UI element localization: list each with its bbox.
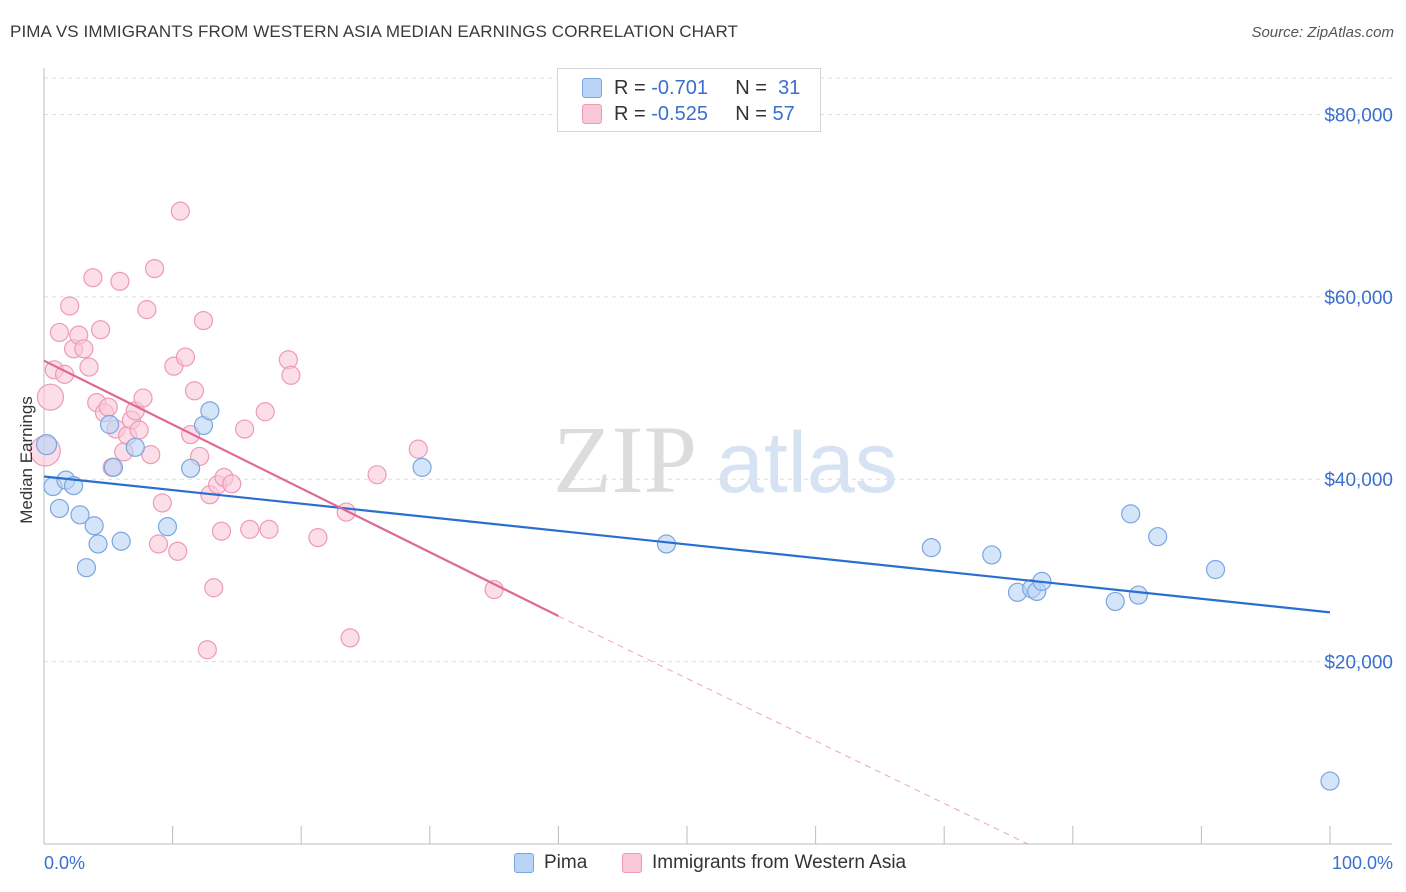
- legend-r-label: R =: [614, 102, 646, 125]
- legend-swatch-immigrants: [622, 853, 642, 873]
- point-immigrants: [133, 388, 153, 408]
- point-immigrants: [281, 365, 301, 385]
- point-immigrants: [197, 640, 217, 660]
- legend-r-label: R =: [614, 76, 646, 99]
- y-tick-label: $80,000: [1324, 105, 1393, 126]
- point-immigrants: [170, 201, 190, 221]
- point-immigrants: [60, 296, 80, 316]
- legend-swatch-pima: [582, 78, 602, 98]
- legend-item-immigrants: Immigrants from Western Asia: [622, 852, 906, 874]
- point-pima: [181, 458, 201, 478]
- source-label: Source: ZipAtlas.com: [1251, 24, 1394, 41]
- label-layer: $20,000 $40,000 $60,000 $80,000 0.0% 100.0% Me…: [17, 105, 1393, 873]
- point-pima: [1105, 591, 1125, 612]
- y-tick-label: $20,000: [1324, 653, 1393, 674]
- series-immigrants-points: [29, 201, 504, 660]
- watermark: ZIP atlas: [553, 406, 898, 513]
- point-immigrants: [98, 397, 118, 417]
- trend-layer: [43, 359, 1331, 845]
- trend-line-immigrants-extension: [558, 615, 1029, 845]
- legend-label-immigrants: Immigrants from Western Asia: [652, 852, 907, 873]
- point-pima: [35, 433, 58, 456]
- legend-swatch-pima: [514, 853, 534, 873]
- point-immigrants: [184, 381, 205, 401]
- point-immigrants: [141, 445, 161, 465]
- chart-title: PIMA VS IMMIGRANTS FROM WESTERN ASIA MED…: [10, 22, 739, 41]
- point-immigrants: [240, 519, 260, 539]
- x-tick-label-max: 100.0%: [1332, 853, 1393, 873]
- legend-n-value-pima: 31: [778, 76, 801, 99]
- point-pima: [1205, 559, 1226, 580]
- point-immigrants: [408, 439, 428, 459]
- point-immigrants: [90, 320, 111, 340]
- legend-n-label: N =: [735, 76, 767, 99]
- point-pima: [84, 516, 104, 536]
- point-immigrants: [144, 258, 165, 279]
- point-pima: [70, 505, 90, 525]
- point-pima: [1128, 585, 1148, 605]
- point-immigrants: [152, 493, 172, 513]
- legend-row-immigrants: R = -0.525 N = 57: [582, 102, 795, 126]
- y-tick-label: $40,000: [1324, 470, 1393, 491]
- point-pima: [99, 414, 120, 435]
- point-immigrants: [193, 310, 214, 331]
- point-pima: [88, 534, 108, 554]
- point-pima: [103, 457, 124, 477]
- point-immigrants: [259, 519, 279, 539]
- point-immigrants: [137, 300, 157, 320]
- point-immigrants: [222, 474, 242, 494]
- point-immigrants: [367, 465, 387, 485]
- point-pima: [1148, 527, 1168, 547]
- point-immigrants: [129, 420, 149, 440]
- point-immigrants: [308, 527, 328, 548]
- point-immigrants: [175, 347, 196, 367]
- legend-item-pima: Pima: [514, 852, 587, 874]
- point-immigrants: [211, 521, 232, 541]
- legend-r-value-pima: -0.701: [651, 76, 708, 99]
- point-immigrants: [148, 534, 169, 554]
- point-immigrants: [340, 628, 360, 648]
- legend-n-value-immigrants: 57: [772, 102, 795, 125]
- legend-label-pima: Pima: [544, 852, 588, 873]
- grid-layer: [44, 77, 1392, 663]
- point-immigrants: [168, 541, 188, 561]
- point-immigrants: [235, 419, 255, 439]
- point-pima: [157, 517, 178, 537]
- trend-line-pima: [43, 475, 1331, 614]
- series-legend: Pima Immigrants from Western Asia: [0, 852, 1406, 878]
- point-pima: [921, 538, 941, 558]
- point-pima: [76, 558, 97, 578]
- point-pima: [412, 457, 432, 477]
- legend-r-value-immigrants: -0.525: [651, 102, 708, 125]
- series-pima-points: [35, 401, 1340, 791]
- correlation-legend: R = -0.701 N = 31 R = -0.525 N = 57: [557, 68, 821, 132]
- point-immigrants: [49, 322, 70, 343]
- x-tick-label-min: 0.0%: [44, 853, 85, 873]
- y-tick-label: $60,000: [1324, 288, 1393, 309]
- trend-line-immigrants: [43, 359, 559, 618]
- point-immigrants: [336, 502, 356, 522]
- point-immigrants: [110, 271, 130, 291]
- point-immigrants: [83, 268, 103, 288]
- point-pima: [49, 498, 70, 519]
- point-pima: [982, 545, 1002, 565]
- point-immigrants: [204, 578, 224, 598]
- legend-n-label: N =: [735, 102, 767, 125]
- legend-row-pima: R = -0.701 N = 31: [582, 76, 800, 100]
- legend-swatch-immigrants: [582, 104, 602, 124]
- watermark-zip: ZIP: [553, 406, 697, 513]
- point-pima: [125, 437, 145, 457]
- point-pima: [111, 531, 131, 551]
- y-axis-title: Median Earnings: [17, 396, 36, 524]
- point-pima: [1320, 771, 1340, 791]
- point-pima: [200, 401, 220, 421]
- point-immigrants: [255, 402, 275, 422]
- watermark-atlas: atlas: [716, 415, 898, 511]
- point-immigrants: [36, 383, 65, 411]
- point-immigrants: [74, 339, 94, 359]
- point-immigrants: [79, 357, 99, 377]
- point-pima: [1121, 504, 1141, 524]
